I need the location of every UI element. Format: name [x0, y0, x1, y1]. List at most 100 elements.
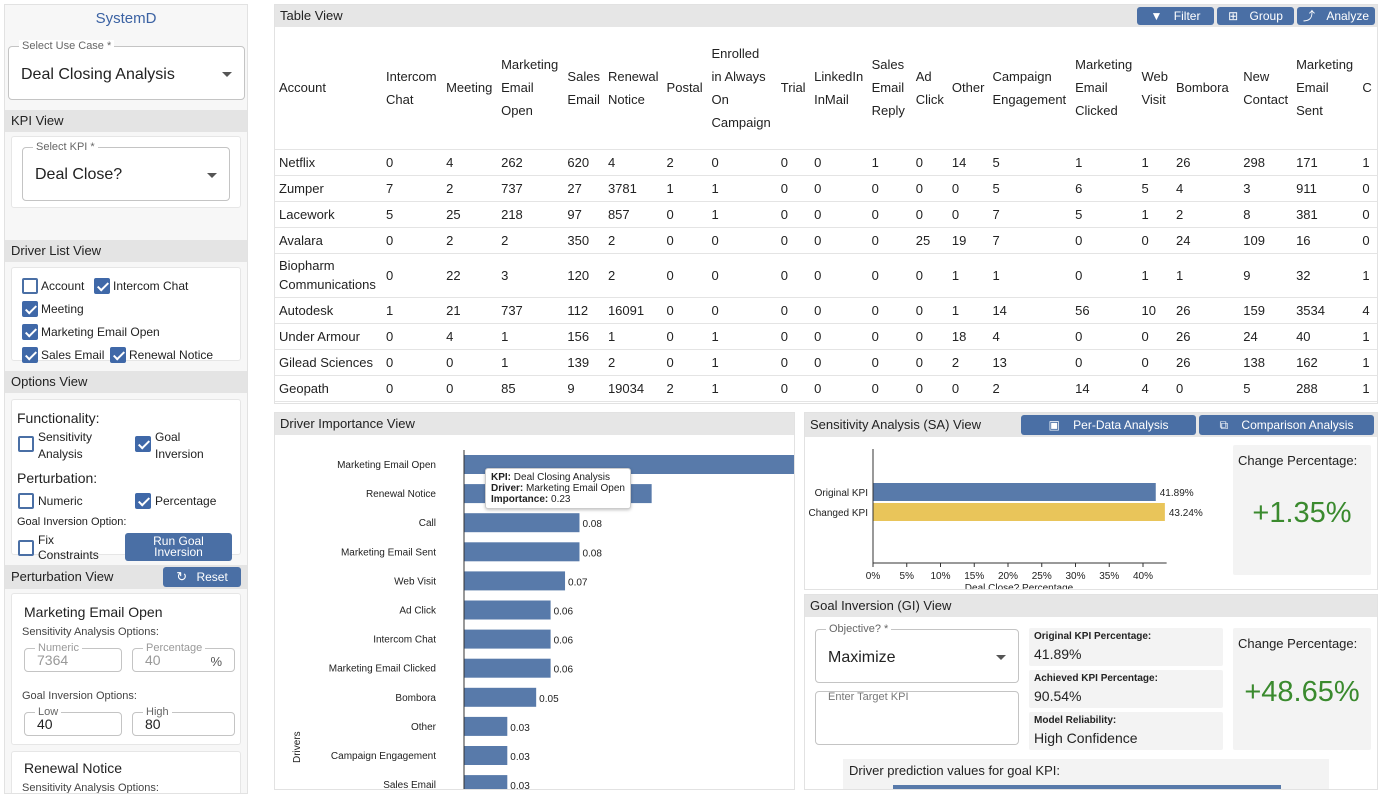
importance-bar[interactable]	[464, 600, 551, 620]
column-header[interactable]: Marketing Email Clicked	[1075, 57, 1133, 119]
importance-bar[interactable]	[464, 629, 551, 649]
table-cell: 26	[1171, 296, 1240, 323]
column-header[interactable]: Meeting	[446, 80, 493, 96]
sensitivity-checkbox[interactable]	[18, 436, 34, 452]
column-header[interactable]: New Contact	[1243, 68, 1289, 107]
table-cell: 4	[442, 148, 498, 175]
table-cell: 0	[810, 296, 868, 323]
column-header[interactable]: Sales Email Reply	[871, 57, 905, 119]
table-cell: 0	[382, 148, 443, 175]
low-input[interactable]: Low 40	[24, 706, 122, 736]
importance-bar[interactable]	[464, 658, 551, 678]
driver-checkbox-sales-email[interactable]: Sales Email	[22, 347, 104, 363]
numeric-input[interactable]: Numeric 7364	[24, 642, 122, 672]
sa-options-label: Sensitivity Analysis Options:	[22, 626, 159, 638]
driver-checkbox-intercom-chat[interactable]: Intercom Chat	[94, 278, 188, 294]
run-goal-inversion-button[interactable]: Run Goal Inversion	[125, 533, 232, 561]
table-cell: 9	[563, 374, 604, 401]
table-cell: 7	[382, 174, 443, 201]
table-cell: 19	[947, 226, 989, 253]
table-row[interactable]: Geopath 0 0 85 9 19034 2 1 0 0 0 0 0 2 14 4 0 5 288 1	[275, 374, 1377, 401]
table-cell: 1	[988, 252, 1072, 297]
column-header[interactable]: Ad Click	[915, 68, 944, 107]
importance-bar[interactable]	[464, 542, 580, 562]
importance-bar[interactable]	[464, 775, 508, 790]
driver-checkbox-renewal-notice[interactable]: Renewal Notice	[110, 347, 213, 363]
table-cell: 0	[867, 400, 912, 403]
comparison-analysis-button[interactable]: ⧉ Comparison Analysis	[1199, 415, 1374, 435]
group-button[interactable]: ⊞ Group	[1217, 7, 1294, 25]
table-row[interactable]: Avalara 0 2 2 350 2 0 0 0 0 0 25 19 7 0 0 24 109 16 0	[275, 226, 1377, 253]
driver-importance-view: Driver Importance View Marketing Email O…	[274, 412, 795, 790]
column-header[interactable]: Account	[279, 80, 326, 96]
table-cell: 1	[497, 322, 564, 349]
fix-constraints-checkbox[interactable]	[18, 540, 34, 556]
table-cell: 0	[776, 322, 811, 349]
driver-checkbox-marketing-email-open[interactable]: Marketing Email Open	[22, 324, 160, 340]
table-cell: 0	[810, 348, 868, 375]
sa-bar[interactable]	[873, 503, 1165, 521]
fix-label-2: Constraints	[38, 548, 99, 562]
analyze-button[interactable]: ⤴ Analyze	[1297, 7, 1375, 25]
table-cell: 2	[662, 148, 708, 175]
importance-bar[interactable]	[464, 716, 508, 736]
target-kpi-input[interactable]: Enter Target KPI	[815, 691, 1019, 745]
table-cell: 0	[1071, 348, 1138, 375]
table-row[interactable]: Lacework 5 25 218 97 857 0 1 0 0 0 0 0 7 5 1 2 8 381 0	[275, 200, 1377, 227]
filter-button[interactable]: ▼ Filter	[1137, 7, 1214, 25]
table-row[interactable]: Autodesk 1 21 737 112 16091 0 0 0 0 0 0 1 14 56 10 26 159…	[275, 296, 1377, 323]
column-header[interactable]: Web Visit	[1141, 68, 1168, 107]
table-cell: 0	[776, 400, 811, 403]
high-input[interactable]: High 80	[132, 706, 235, 736]
kpi-view-card: Select KPI * Deal Close?	[11, 136, 241, 208]
column-header[interactable]: Enrolled in Always On Campaign	[711, 45, 771, 130]
table-row[interactable]: Biopharm Communications 0 22 3 120 2 0 0 0 0 0 0 1 1 0…	[275, 252, 1377, 297]
column-header[interactable]: Renewal Notice	[607, 68, 659, 107]
driver-checkbox-account[interactable]: Account	[22, 278, 84, 294]
column-header[interactable]: Bombora	[1175, 80, 1229, 96]
table-cell: 857	[603, 200, 663, 227]
gi-option-label: Goal Inversion Option:	[17, 516, 127, 528]
objective-select[interactable]: Objective? * Maximize	[815, 623, 1019, 683]
table-cell: 0	[947, 374, 989, 401]
table-row[interactable]: Varde13037619341630000000328525576060	[275, 400, 1377, 403]
percentage-input[interactable]: Percentage 40 %	[132, 642, 235, 672]
reset-button[interactable]: ↻ Reset	[163, 567, 241, 587]
sensitivity-label-2: Analysis	[38, 447, 83, 461]
table-row[interactable]: Gilead Sciences 0 0 1 139 2 0 1 0 0 0 0 2 13 0 0 26 138 16…	[275, 348, 1377, 375]
table-cell: 14	[947, 148, 989, 175]
column-header[interactable]: LinkedIn InMail	[814, 68, 864, 107]
kpi-select[interactable]: Select KPI * Deal Close?	[22, 141, 230, 201]
table-cell: 0	[662, 226, 708, 253]
importance-bar[interactable]	[464, 571, 566, 591]
table-cell: Varde	[275, 400, 383, 403]
table-cell: 0	[810, 226, 868, 253]
importance-bar[interactable]	[464, 513, 580, 533]
use-case-select[interactable]: Select Use Case * Deal Closing Analysis	[8, 40, 245, 100]
column-header[interactable]: Marketing Email Sent	[1296, 57, 1354, 119]
column-header[interactable]: Intercom Chat	[386, 68, 437, 107]
sa-change-label: Change Percentage:	[1238, 453, 1358, 468]
sa-bar[interactable]	[873, 483, 1156, 501]
table-cell: 1	[707, 322, 777, 349]
importance-bar[interactable]	[464, 687, 537, 707]
column-header[interactable]: Marketing Email Open	[501, 57, 559, 119]
column-header[interactable]: Campaign Engagement	[992, 68, 1067, 107]
goal-inversion-checkbox[interactable]	[135, 436, 151, 452]
column-header[interactable]: C	[1362, 80, 1372, 96]
column-header[interactable]: Postal	[666, 80, 703, 96]
table-cell: 2	[603, 226, 663, 253]
column-header[interactable]: Trial	[780, 80, 806, 96]
table-cell: 14	[988, 296, 1072, 323]
table-row[interactable]: Netflix 0 4 262 620 4 2 0 0 0 1 0 14 5 1 1 26 298 171 1	[275, 148, 1377, 175]
per-data-analysis-button[interactable]: ▣ Per-Data Analysis	[1021, 415, 1196, 435]
table-row[interactable]: Under Armour 0 4 1 156 1 0 1 0 0 0 0 18 4 0 0 26 24 40 1	[275, 322, 1377, 349]
importance-bar[interactable]	[464, 746, 508, 765]
column-header[interactable]: Sales Email	[567, 68, 600, 107]
numeric-checkbox[interactable]	[18, 493, 34, 509]
column-header[interactable]: Other	[951, 80, 985, 96]
percentage-checkbox[interactable]	[135, 493, 151, 509]
driver-checkbox-meeting[interactable]: Meeting	[22, 301, 84, 317]
table-row[interactable]: Zumper 7 2 737 27 3781 1 1 0 0 0 0 0 5 6 5 4 3 911 0	[275, 174, 1377, 201]
table-cell: 8	[1239, 200, 1293, 227]
